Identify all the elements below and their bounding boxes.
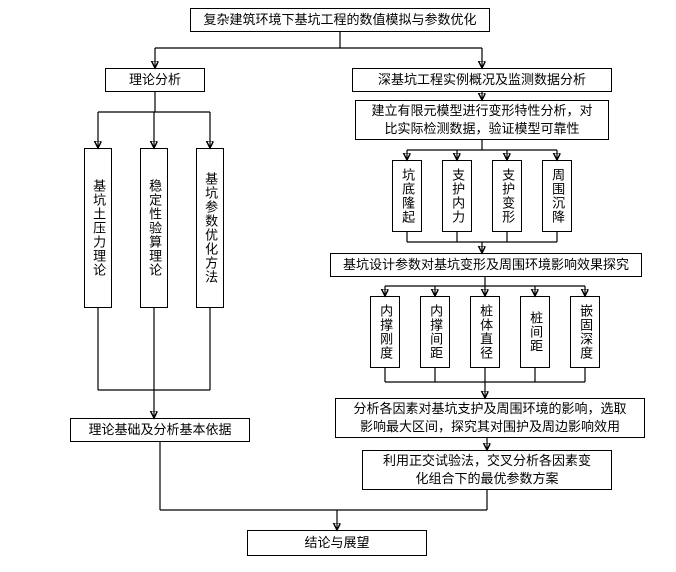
right-head-text: 深基坑工程实例概况及监测数据分析 [378, 71, 586, 89]
r-v3-text: 支护变形 [500, 168, 514, 224]
r2-v5-text: 嵌固深度 [578, 304, 592, 360]
r-v2: 支护内力 [442, 160, 472, 232]
conclusion-text: 结论与展望 [304, 534, 369, 552]
r-box4: 利用正交试验法，交叉分析各因素变化组合下的最优参数方案 [362, 450, 612, 490]
left-head: 理论分析 [105, 68, 205, 92]
r-v1: 坑底隆起 [392, 160, 422, 232]
r-box3: 分析各因素对基坑支护及周围环境的影响，选取影响最大区间，探究其对围护及周边影响效… [335, 398, 645, 438]
r-v2-text: 支护内力 [450, 168, 464, 224]
left-bottom-text: 理论基础及分析基本依据 [88, 421, 231, 439]
r-box2: 基坑设计参数对基坑变形及周围环境影响效果探究 [330, 253, 642, 277]
r-box4-text: 利用正交试验法，交叉分析各因素变化组合下的最优参数方案 [383, 452, 591, 487]
left-v3-text: 基坑参数优化方法 [203, 172, 217, 284]
r-v1-text: 坑底隆起 [400, 168, 414, 224]
r2-v2-text: 内撑间距 [428, 304, 442, 360]
r-box1: 建立有限元模型进行变形特性分析，对比实际检测数据，验证模型可靠性 [355, 100, 609, 140]
r2-v3: 桩体直径 [470, 296, 500, 368]
r-v4: 周围沉降 [542, 160, 572, 232]
title-box: 复杂建筑环境下基坑工程的数值模拟与参数优化 [190, 8, 490, 32]
conclusion: 结论与展望 [247, 530, 427, 556]
r2-v5: 嵌固深度 [570, 296, 600, 368]
r2-v1: 内撑刚度 [370, 296, 400, 368]
left-v2-text: 稳定性验算理论 [147, 179, 161, 277]
left-v1: 基坑土压力理论 [84, 148, 112, 308]
r-box3-text: 分析各因素对基坑支护及周围环境的影响，选取影响最大区间，探究其对围护及周边影响效… [353, 400, 626, 435]
left-v3: 基坑参数优化方法 [196, 148, 224, 308]
r2-v1-text: 内撑刚度 [378, 304, 392, 360]
r2-v4: 桩间距 [520, 296, 550, 368]
r-box2-text: 基坑设计参数对基坑变形及周围环境影响效果探究 [343, 256, 629, 274]
r-v3: 支护变形 [492, 160, 522, 232]
r-v4-text: 周围沉降 [550, 168, 564, 224]
r2-v4-text: 桩间距 [528, 311, 542, 353]
r2-v3-text: 桩体直径 [478, 304, 492, 360]
left-v1-text: 基坑土压力理论 [91, 179, 105, 277]
left-bottom: 理论基础及分析基本依据 [70, 418, 250, 442]
title-text: 复杂建筑环境下基坑工程的数值模拟与参数优化 [203, 11, 476, 29]
left-head-text: 理论分析 [129, 71, 181, 89]
r2-v2: 内撑间距 [420, 296, 450, 368]
right-head: 深基坑工程实例概况及监测数据分析 [352, 68, 612, 92]
r-box1-text: 建立有限元模型进行变形特性分析，对比实际检测数据，验证模型可靠性 [371, 102, 592, 137]
left-v2: 稳定性验算理论 [140, 148, 168, 308]
